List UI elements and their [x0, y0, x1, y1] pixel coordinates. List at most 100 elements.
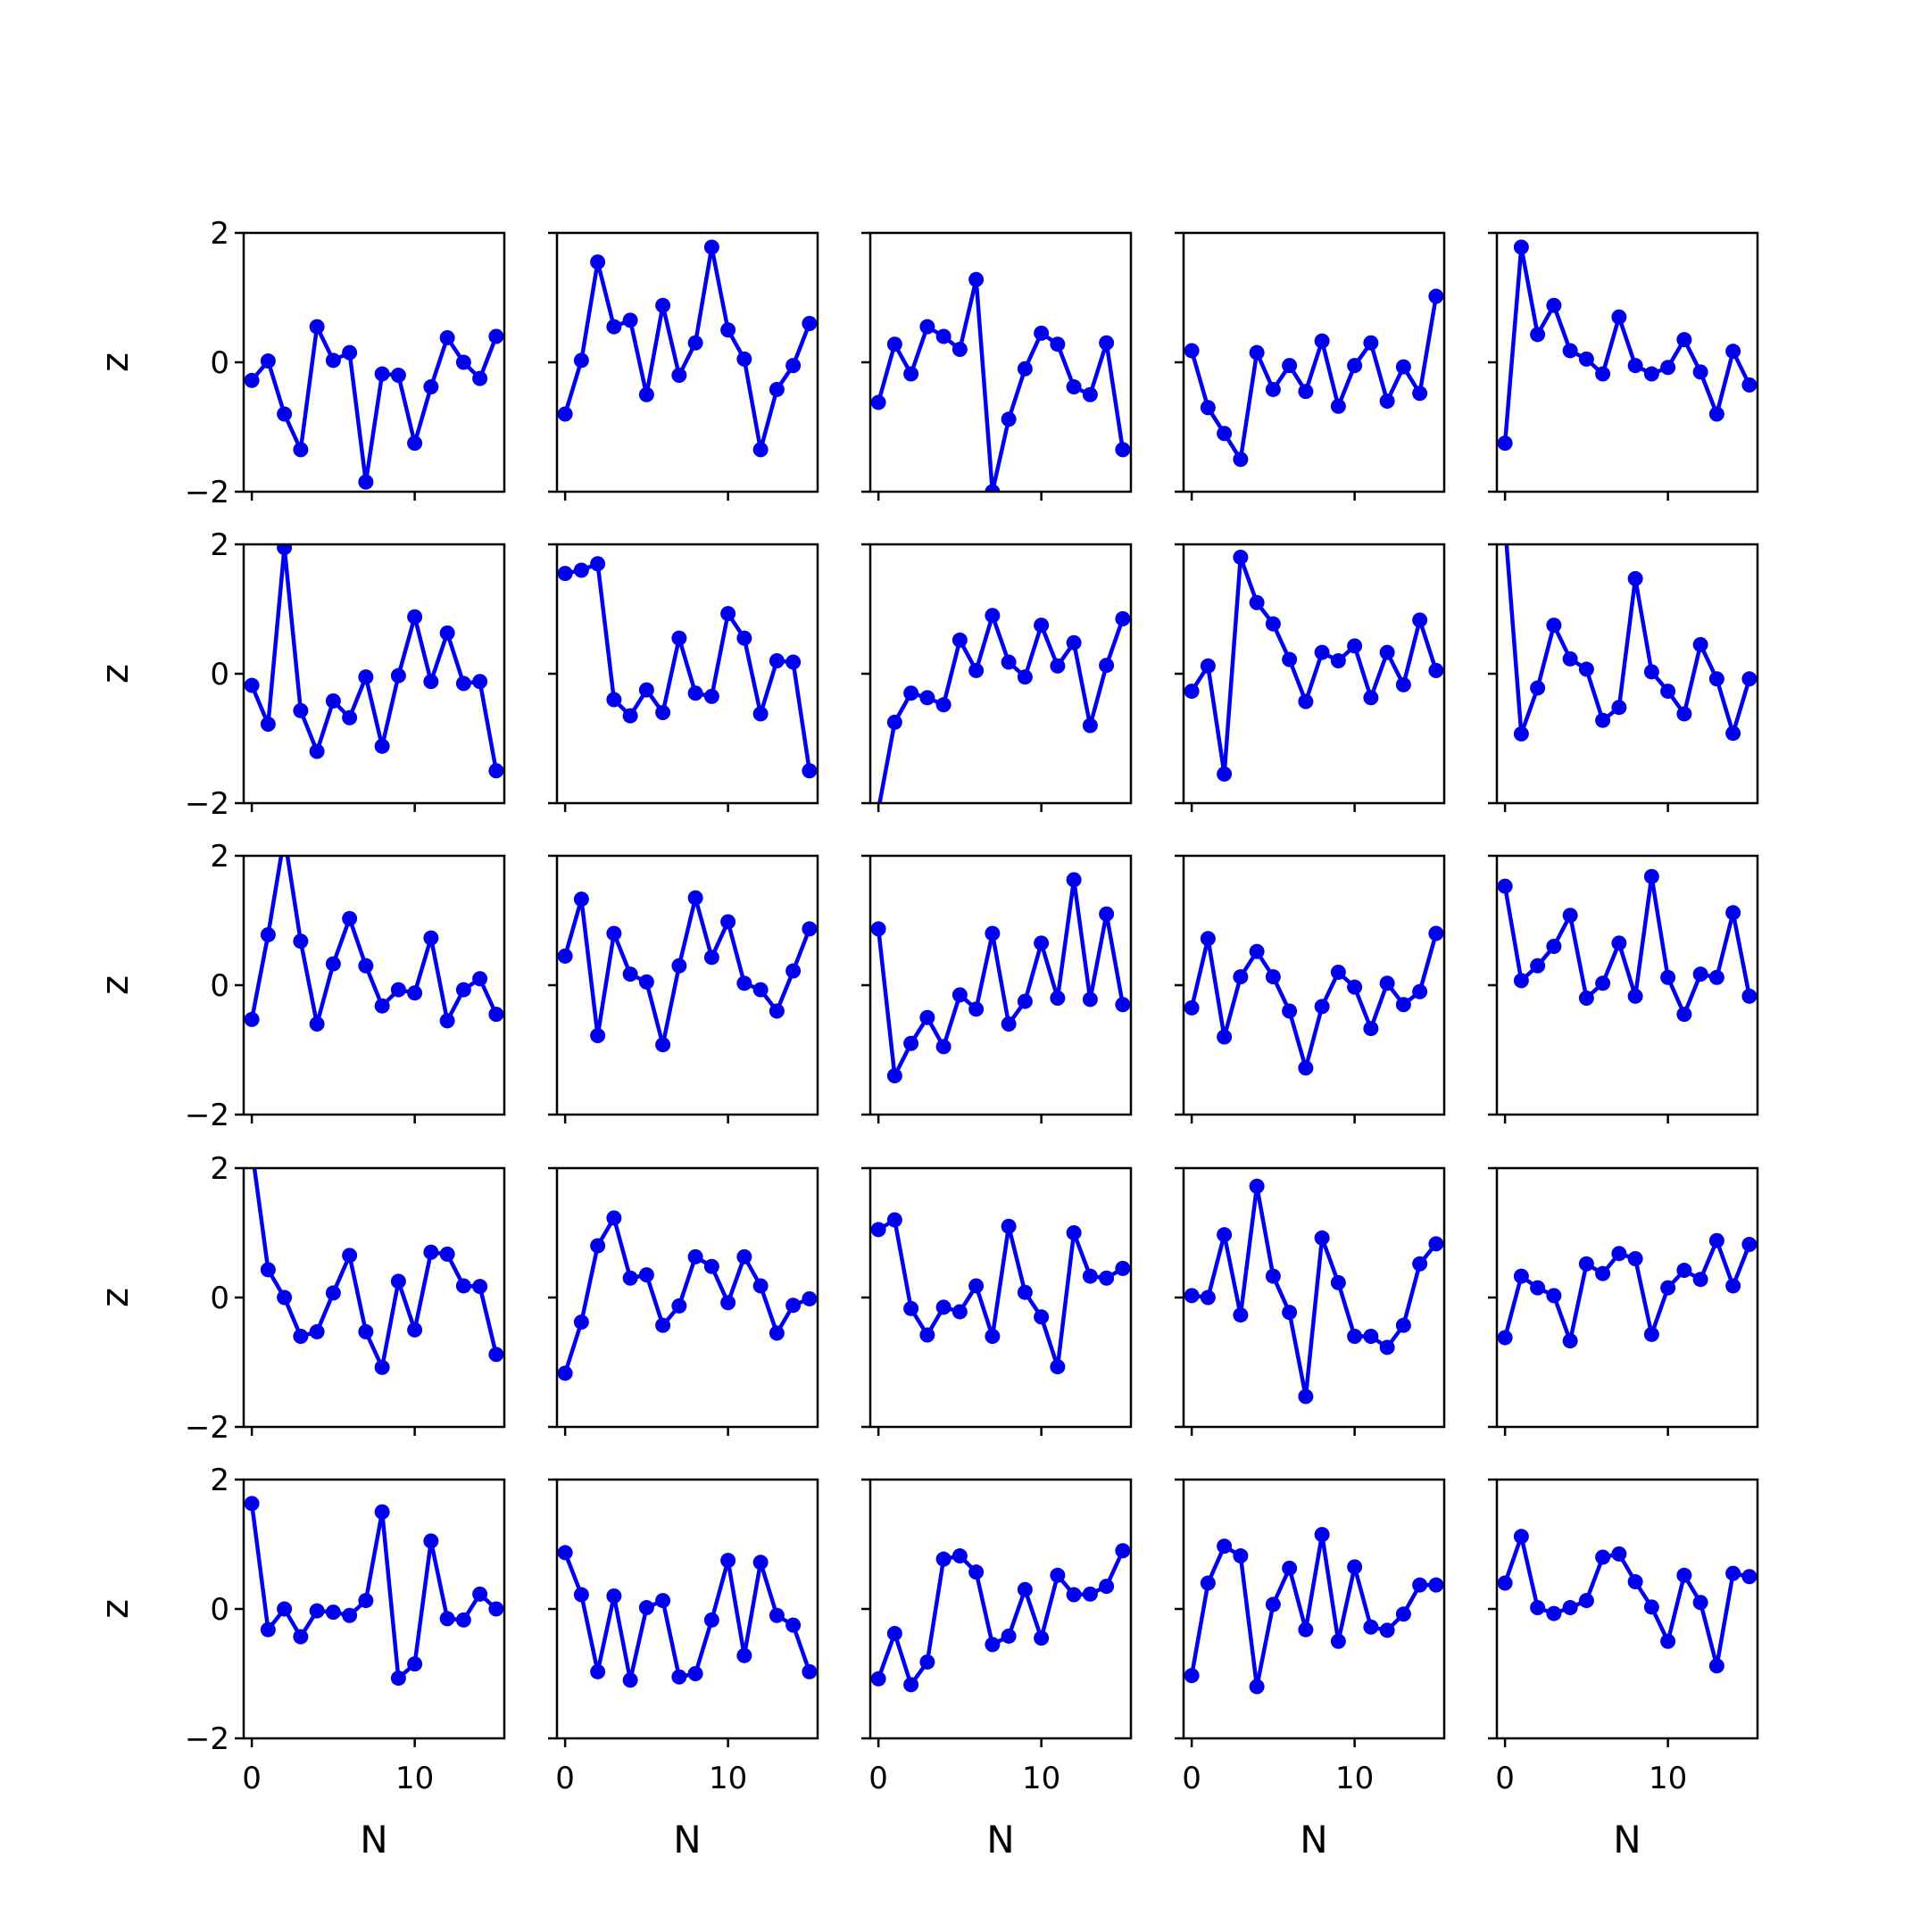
data-point [407, 435, 423, 452]
data-point [1265, 1268, 1281, 1284]
series-line [1504, 544, 1752, 736]
data-point [952, 1548, 968, 1564]
data-point [488, 1347, 504, 1363]
data-point [1115, 1260, 1131, 1276]
series-line [562, 245, 811, 452]
y-tick-label: 0 [210, 968, 229, 1004]
data-point [1217, 1227, 1233, 1243]
data-point [1066, 634, 1082, 651]
data-point [1627, 358, 1643, 374]
panel-frame [242, 231, 506, 493]
panel-frame [242, 1478, 506, 1740]
data-point [1692, 636, 1708, 652]
data-point [985, 484, 1001, 492]
data-point [1347, 358, 1363, 374]
data-point [687, 335, 703, 351]
data-point [1562, 1333, 1578, 1349]
data-point [1692, 966, 1708, 983]
data-point [935, 1039, 952, 1055]
data-point [687, 890, 703, 906]
y-tick-label: 2 [210, 216, 229, 252]
data-point [1184, 343, 1200, 359]
data-point [1725, 344, 1741, 360]
data-point [1379, 1622, 1395, 1638]
data-point [1082, 717, 1098, 734]
series-line [562, 895, 811, 1047]
data-point [802, 763, 818, 779]
data-point [325, 956, 341, 972]
data-point [1578, 991, 1594, 1006]
data-point [1595, 712, 1611, 728]
data-point [1530, 1280, 1546, 1296]
data-point [1001, 654, 1017, 670]
data-point [374, 1504, 390, 1520]
data-point [439, 1013, 455, 1029]
data-point [390, 1671, 406, 1687]
panel-frame [1182, 231, 1446, 493]
y-axis-label: z [93, 1288, 137, 1307]
data-point [260, 926, 276, 942]
data-point [1643, 868, 1659, 884]
data-point [736, 975, 752, 991]
data-point [390, 667, 406, 684]
data-point [952, 1304, 968, 1320]
data-point [903, 685, 919, 701]
data-point [374, 998, 390, 1014]
data-point [1530, 327, 1546, 343]
data-point [1298, 693, 1314, 709]
data-point [455, 354, 471, 370]
data-point [968, 1001, 985, 1017]
data-point [703, 239, 719, 255]
data-point [1034, 618, 1050, 634]
panel-frame [868, 231, 1133, 493]
data-point [1001, 1628, 1017, 1644]
data-point [1314, 1527, 1330, 1543]
data-point [1099, 658, 1115, 674]
panel-frame [1495, 854, 1759, 1116]
data-point [1233, 550, 1249, 565]
y-tick-label: 2 [210, 839, 229, 875]
data-point [1530, 1600, 1546, 1616]
data-point [886, 714, 902, 730]
data-point [325, 352, 341, 369]
data-point [1611, 1546, 1627, 1562]
data-point [342, 1607, 358, 1623]
data-point [1546, 939, 1562, 954]
x-axis-label: N [1300, 1818, 1327, 1862]
data-point [1115, 997, 1131, 1013]
data-point [1347, 638, 1363, 654]
data-point [590, 254, 606, 270]
data-point [1562, 1600, 1578, 1616]
data-point [935, 1551, 952, 1567]
y-axis-label: z [93, 1599, 137, 1619]
data-point [1660, 1280, 1676, 1296]
data-point [886, 1626, 902, 1642]
data-point [1428, 925, 1444, 941]
data-point [935, 697, 952, 713]
x-tick-label: 0 [1495, 1761, 1515, 1796]
data-point [1233, 452, 1249, 468]
data-point [720, 606, 736, 622]
data-point [1184, 999, 1200, 1016]
data-point [1513, 1268, 1529, 1284]
panel-frame [555, 543, 819, 805]
data-point [785, 358, 802, 374]
data-point [968, 1278, 985, 1294]
data-point [1314, 644, 1330, 660]
data-point [1217, 1029, 1233, 1045]
data-point [1265, 1596, 1281, 1613]
data-point [985, 1637, 1001, 1653]
series-line [564, 561, 812, 772]
data-point [1017, 993, 1033, 1009]
data-point [1395, 1606, 1411, 1622]
data-point [1676, 1007, 1692, 1023]
data-point [1379, 644, 1395, 660]
data-point [919, 690, 935, 706]
y-tick-label: −2 [185, 786, 229, 822]
data-point [1708, 1232, 1724, 1248]
data-point [423, 674, 439, 690]
data-point [1099, 1579, 1115, 1595]
data-point [1497, 1575, 1513, 1591]
data-point [573, 562, 589, 578]
